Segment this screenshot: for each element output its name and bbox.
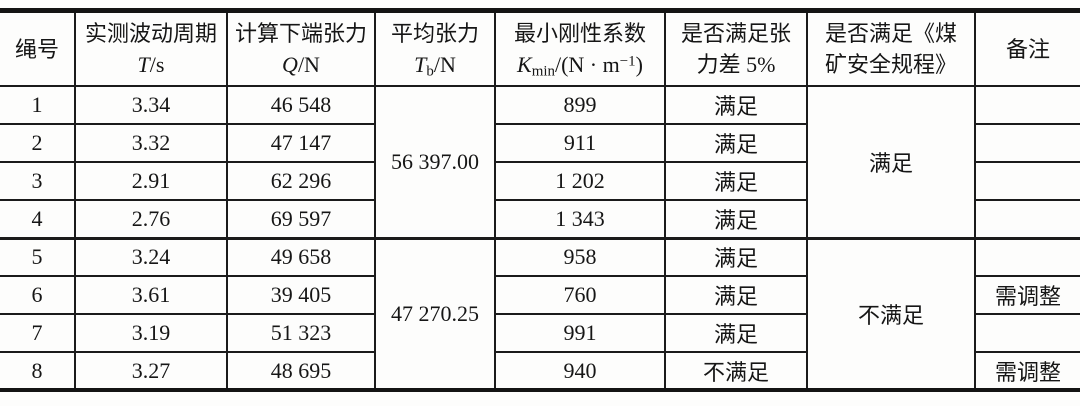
header-label: 平均张力 [390,21,479,46]
cell-rope-no: 3 [0,161,76,201]
cell-remark: 需调整 [974,275,1080,315]
cell-tension-diff: 不满足 [664,351,808,391]
cell-rope-no: 7 [0,313,76,353]
header-label: 备注 [1005,36,1050,62]
header-unit: Kmin/(N · m−1) [517,52,643,80]
table-row: 1 3.34 46 548 56 397.00 899 满足 满足 [0,85,1080,240]
cell-tension-diff: 满足 [664,161,808,201]
cell-period: 2.76 [74,199,228,240]
table-row: 7 3.19 51 323 991 满足 [0,313,1080,353]
header-label: 实测波动周期 [84,21,217,46]
col-header-rope-no: 绳号 [0,9,76,87]
cell-tension: 47 147 [226,123,376,163]
cell-remark [974,237,1080,277]
cell-tension: 39 405 [226,275,376,315]
table-row: 6 3.61 39 405 760 满足 需调整 [0,275,1080,315]
header-label: 力差 5% [696,52,776,77]
cell-tension-diff: 满足 [664,199,808,240]
header-row: 绳号 实测波动周期 T/s 计算下端张力 Q/N 平均张力 Tb/N 最小刚性系… [0,9,1080,87]
cell-rope-no: 6 [0,275,76,315]
cell-remark [974,85,1080,125]
cell-remark [974,313,1080,353]
header-unit: Q/N [282,52,320,77]
rope-tension-table: 绳号 实测波动周期 T/s 计算下端张力 Q/N 平均张力 Tb/N 最小刚性系… [0,8,1080,392]
header-label: 是否满足《煤 [824,21,957,46]
cell-stiffness: 991 [494,313,666,353]
cell-stiffness: 760 [494,275,666,315]
header-unit: Tb/N [414,52,456,80]
cell-period: 3.24 [74,237,228,277]
cell-avg-tension-group1: 56 397.00 [374,85,496,240]
header-label: 是否满足张 [680,21,791,46]
cell-period: 3.34 [74,85,228,125]
col-header-tension: 计算下端张力 Q/N [226,9,376,87]
cell-stiffness: 940 [494,351,666,391]
cell-rope-no: 1 [0,85,76,125]
cell-tension: 46 548 [226,85,376,125]
cell-remark: 需调整 [974,351,1080,391]
cell-safety-group1: 满足 [806,85,976,240]
cell-stiffness: 899 [494,85,666,125]
cell-safety-group2: 不满足 [806,237,976,391]
cell-tension: 48 695 [226,351,376,391]
header-label: 矿安全规程》 [824,52,957,77]
cell-stiffness: 1 343 [494,199,666,240]
header-unit: T/s [137,52,165,77]
cell-remark [974,199,1080,240]
col-header-safety-reg: 是否满足《煤 矿安全规程》 [806,9,976,87]
cell-stiffness: 958 [494,237,666,277]
col-header-stiffness: 最小刚性系数 Kmin/(N · m−1) [494,9,666,87]
cell-period: 3.19 [74,313,228,353]
cell-tension: 51 323 [226,313,376,353]
col-header-remark: 备注 [974,9,1080,87]
header-label: 最小刚性系数 [513,21,646,46]
cell-avg-tension-group2: 47 270.25 [374,237,496,391]
cell-tension-diff: 满足 [664,85,808,125]
cell-period: 3.61 [74,275,228,315]
cell-tension-diff: 满足 [664,123,808,163]
cell-rope-no: 8 [0,351,76,391]
col-header-tension-diff: 是否满足张 力差 5% [664,9,808,87]
cell-tension: 62 296 [226,161,376,201]
table-row: 5 3.24 49 658 47 270.25 958 满足 不满足 [0,237,1080,391]
cell-tension-diff: 满足 [664,313,808,353]
cell-tension: 49 658 [226,237,376,277]
cell-remark [974,123,1080,163]
table-row: 3 2.91 62 296 1 202 满足 [0,161,1080,201]
cell-period: 3.32 [74,123,228,163]
table-row: 4 2.76 69 597 1 343 满足 [0,199,1080,240]
header-label: 绳号 [14,36,59,62]
table-row: 2 3.32 47 147 911 满足 [0,123,1080,163]
header-label: 计算下端张力 [234,21,367,46]
cell-period: 3.27 [74,351,228,391]
cell-tension-diff: 满足 [664,275,808,315]
table-row: 8 3.27 48 695 940 不满足 需调整 [0,351,1080,391]
cell-rope-no: 4 [0,199,76,240]
col-header-period: 实测波动周期 T/s [74,9,228,87]
col-header-avg-tension: 平均张力 Tb/N [374,9,496,87]
cell-remark [974,161,1080,201]
cell-tension-diff: 满足 [664,237,808,277]
cell-rope-no: 5 [0,237,76,277]
cell-period: 2.91 [74,161,228,201]
cell-stiffness: 911 [494,123,666,163]
cell-tension: 69 597 [226,199,376,240]
cell-rope-no: 2 [0,123,76,163]
cell-stiffness: 1 202 [494,161,666,201]
